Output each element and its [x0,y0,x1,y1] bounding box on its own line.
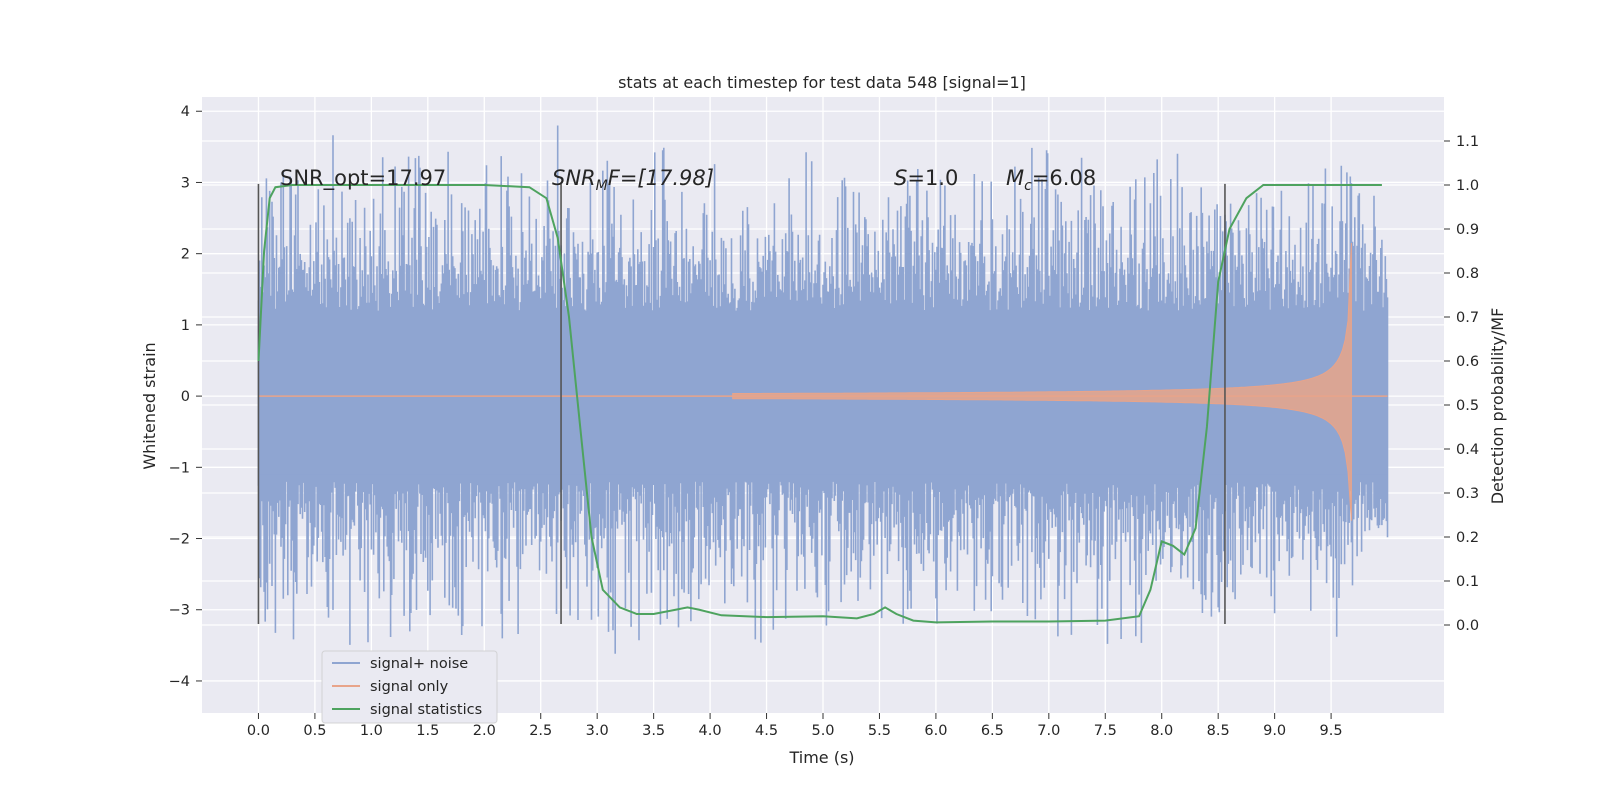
legend-label-stats: signal statistics [370,702,482,718]
annotation-s: S=1.0 [894,166,958,190]
y-right-tick-label: 0.0 [1456,618,1479,634]
x-tick-label: 5.5 [868,723,891,739]
y-right-tick-label: 0.8 [1456,266,1479,282]
annotation-mc: Mc=6.08 [1006,166,1096,194]
x-tick-label: 0.0 [247,723,270,739]
y-tick-label: 0 [181,389,190,405]
y-axis-label: Whitened strain [140,342,159,469]
x-tick-label: 9.0 [1263,723,1286,739]
annotation-mc-sub: c [1024,178,1032,194]
annotation-snr-opt: SNR_opt=17.97 [280,166,446,191]
annotation-snr-mf-main: SNR [552,166,596,190]
x-tick-label: 1.0 [360,723,383,739]
annotation-s-main: S [894,166,907,190]
y-tick-label: 3 [181,175,190,191]
y-axis-label-right: Detection probability/MF [1488,308,1507,505]
y-right-tick-label: 0.1 [1456,574,1479,590]
signal-only-series [258,242,1388,521]
x-tick-label: 4.5 [755,723,778,739]
x-tick-label: 9.5 [1320,723,1343,739]
legend-box [321,650,498,724]
y-tick-label: −2 [169,532,190,548]
y-tick-label: −1 [169,460,190,476]
y-right-tick-label: 0.4 [1456,442,1479,458]
x-tick-label: 8.5 [1207,723,1230,739]
x-axis-label: Time (s) [788,748,854,767]
x-tick-label: 5.0 [811,723,834,739]
y-tick-label: 2 [181,247,190,263]
x-tick-label: 8.0 [1150,723,1173,739]
x-tick-label: 6.5 [981,723,1004,739]
annotation-snr-mf-rest: F=[17.98] [608,166,714,190]
annotation-snr-mf: SNRMF=[17.98] [552,166,714,194]
x-tick-label: 6.0 [924,723,947,739]
chart-title: stats at each timestep for test data 548… [618,73,1026,92]
x-tick-label: 1.5 [416,723,439,739]
annotation-mc-main: M [1006,166,1024,190]
x-tick-label: 4.0 [699,723,722,739]
x-tick-label: 2.0 [473,723,496,739]
annotation-s-rest: =1.0 [907,166,958,190]
y-ticks-right: 0.0 0.1 0.2 0.3 0.4 0.5 0.6 0.7 0.8 0.9 1.0 1.1 [1444,134,1479,634]
y-right-tick-label: 1.1 [1456,134,1479,150]
y-ticks-left: −4 −3 −2 −1 0 1 2 3 4 [169,104,202,690]
y-right-tick-label: 0.5 [1456,398,1479,414]
x-ticks: 0.0 0.5 1.0 1.5 2.0 2.5 3.0 3.5 4.0 4.5 5.0 5.5 6.0 6… [247,713,1343,739]
legend-label-signal: signal only [370,679,449,695]
x-tick-label: 7.0 [1037,723,1060,739]
y-tick-label: 4 [181,104,190,120]
x-tick-label: 3.5 [642,723,665,739]
y-tick-label: −4 [169,674,190,690]
y-right-tick-label: 0.6 [1456,354,1479,370]
signal-chirp-envelope [732,242,1352,521]
y-right-tick-label: 0.2 [1456,530,1479,546]
y-right-tick-label: 0.3 [1456,486,1479,502]
y-right-tick-label: 1.0 [1456,178,1479,194]
legend: signal+ noise signal only signal statist… [321,650,498,724]
legend-label-noise: signal+ noise [370,656,468,672]
signal-statistics-line [257,184,1382,624]
y-tick-label: 1 [181,318,190,334]
x-tick-label: 7.5 [1094,723,1117,739]
x-tick-label: 0.5 [303,723,326,739]
x-tick-label: 2.5 [529,723,552,739]
y-right-tick-label: 0.9 [1456,222,1479,238]
annotation-snr-mf-sub: M [596,178,608,194]
y-tick-label: −3 [169,603,190,619]
y-right-tick-label: 0.7 [1456,310,1479,326]
annotation-mc-rest: =6.08 [1032,166,1096,190]
x-tick-label: 3.0 [586,723,609,739]
